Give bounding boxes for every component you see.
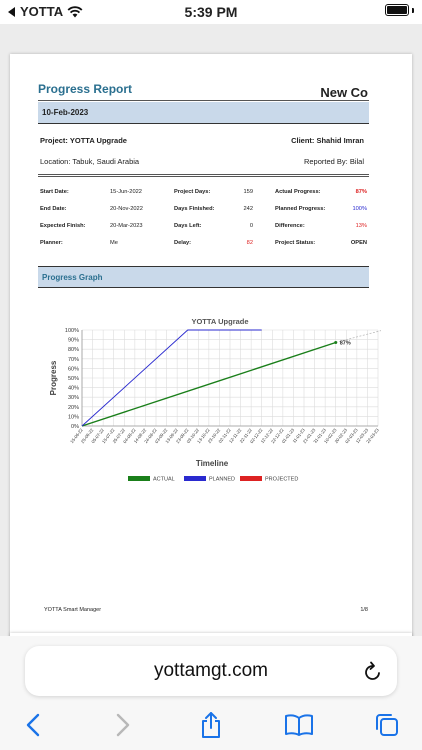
difference-value: 13% (355, 223, 367, 229)
url-text[interactable]: yottamgt.com (153, 660, 269, 681)
y-tick-label: 80% (68, 347, 79, 353)
battery-cap (412, 7, 414, 13)
address-bar[interactable]: yottamgt.com (25, 646, 397, 696)
delay-label: Delay: (174, 240, 192, 246)
reload-icon (365, 661, 380, 680)
y-tick-label: 50% (68, 376, 79, 382)
y-tick-label: 70% (68, 357, 79, 363)
difference-label: Difference: (275, 223, 305, 229)
planner-value: Me (110, 240, 118, 246)
summary-row: Planner: Me Delay: 82 Project Status: OP… (40, 240, 367, 257)
y-tick-label: 30% (68, 395, 79, 401)
report-date: 10-Feb-2023 (38, 102, 369, 124)
clock: 5:39 PM (184, 4, 238, 20)
progress-graph-heading: Progress Graph (38, 266, 369, 288)
report-title: Progress Report (38, 82, 133, 96)
project-name: Project: YOTTA Upgrade (40, 136, 127, 145)
pdf-page-1: Progress Report New Co 10-Feb-2023 Proje… (10, 54, 412, 648)
status-left: YOTTA (8, 4, 83, 19)
tabs-button[interactable] (372, 710, 402, 740)
divider (38, 174, 369, 175)
divider (38, 100, 369, 101)
wifi-icon (67, 5, 83, 17)
forward-button[interactable] (108, 710, 138, 740)
status-bar: YOTTA 5:39 PM (0, 0, 422, 24)
book-icon (285, 714, 313, 736)
end-date-label: End Date: (40, 206, 67, 212)
days-left-label: Days Left: (174, 223, 202, 229)
client-name: Client: Shahid Imran (291, 136, 364, 145)
project-summary-grid: Start Date: 15-Jun-2022 Project Days: 15… (40, 189, 367, 257)
bookmarks-button[interactable] (284, 710, 314, 740)
planner-label: Planner: (40, 240, 63, 246)
series-line-planned (81, 329, 262, 427)
y-tick-label: 20% (68, 405, 79, 411)
share-button[interactable] (196, 710, 226, 740)
planned-progress-label: Planned Progress: (275, 206, 326, 212)
data-label: 87% (340, 340, 351, 346)
end-date-value: 20-Nov-2022 (110, 206, 143, 212)
actual-endpoint (334, 340, 338, 344)
y-tick-label: 90% (68, 338, 79, 344)
back-button[interactable] (18, 710, 48, 740)
planned-progress-value: 100% (352, 206, 367, 212)
project-days-label: Project Days: (174, 189, 211, 195)
x-axis-label: Timeline (196, 459, 229, 468)
actual-progress-value: 87% (355, 189, 367, 195)
share-icon (202, 712, 220, 738)
y-tick-label: 60% (68, 366, 79, 372)
y-tick-label: 40% (68, 386, 79, 392)
series-line-actual (81, 341, 336, 427)
y-tick-label: 0% (71, 424, 79, 430)
back-to-app-icon[interactable] (8, 6, 16, 17)
project-status-label: Project Status: (275, 240, 316, 246)
start-date-value: 15-Jun-2022 (110, 189, 142, 195)
footer-app-name: YOTTA Smart Manager (44, 607, 102, 613)
actual-progress-label: Actual Progress: (275, 189, 321, 195)
y-axis-label: Progress (49, 360, 58, 395)
summary-row: End Date: 20-Nov-2022 Days Finished: 242… (40, 206, 367, 223)
project-status-value: OPEN (350, 240, 367, 246)
browser-bottom-bar: yottamgt.com (0, 636, 422, 750)
chevron-left-icon (26, 713, 40, 737)
document-viewer[interactable]: Progress Report New Co 10-Feb-2023 Proje… (0, 24, 422, 648)
legend-label-projected: PROJECTED (265, 477, 298, 483)
battery-icon (385, 4, 409, 16)
project-days-value: 159 (243, 189, 254, 195)
projection-line (335, 330, 381, 343)
chevron-right-icon (116, 713, 130, 737)
expected-finish-value: 20-Mar-2023 (110, 223, 143, 229)
legend-swatch-actual (128, 476, 150, 481)
days-finished-value: 242 (243, 206, 254, 212)
days-left-value: 0 (249, 223, 253, 229)
start-date-label: Start Date: (40, 189, 69, 195)
browser-toolbar (0, 710, 422, 750)
legend-label-actual: ACTUAL (153, 477, 175, 483)
divider (38, 176, 369, 177)
tabs-icon (376, 714, 398, 736)
status-right (385, 4, 414, 16)
project-location: Location: Tabuk, Saudi Arabia (40, 157, 140, 166)
days-finished-label: Days Finished: (174, 206, 215, 212)
summary-row: Start Date: 15-Jun-2022 Project Days: 15… (40, 189, 367, 206)
legend-label-planned: PLANNED (209, 477, 235, 483)
y-tick-label: 100% (65, 328, 79, 334)
reload-button[interactable] (363, 660, 383, 687)
carrier-label: YOTTA (20, 4, 64, 19)
reported-by: Reported By: Bilal (303, 157, 364, 166)
company-name: New Co (320, 85, 368, 100)
progress-chart: YOTTA Upgrade 0% 10% 20% 30% 40% 50% 60% 70% 80% 9… (49, 317, 381, 483)
chart-title: YOTTA Upgrade (191, 317, 248, 326)
summary-row: Expected Finish: 20-Mar-2023 Days Left: … (40, 223, 367, 240)
page-number: 1/8 (360, 607, 368, 613)
delay-value: 82 (246, 240, 253, 246)
y-tick-label: 10% (68, 414, 79, 420)
legend-swatch-projected (240, 476, 262, 481)
expected-finish-label: Expected Finish: (40, 223, 86, 229)
legend-swatch-planned (184, 476, 206, 481)
